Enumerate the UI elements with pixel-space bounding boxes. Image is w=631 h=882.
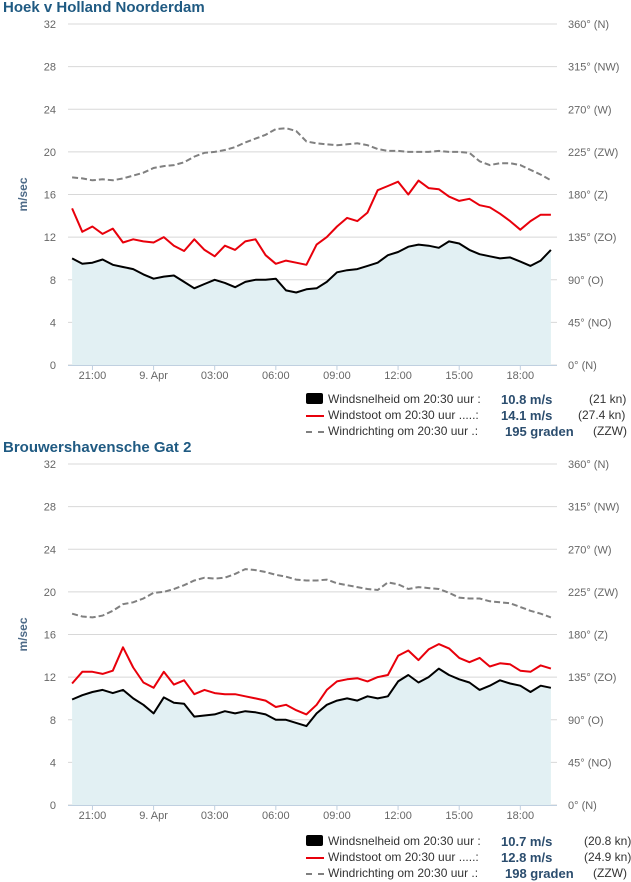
y-tick-label: 20 — [44, 147, 56, 159]
legend-swatch-area — [306, 393, 323, 404]
x-tick-label: 06:00 — [262, 370, 290, 382]
y-axis-title: m/sec — [16, 617, 30, 651]
y2-tick-label: 360° (N) — [568, 459, 609, 471]
x-tick-label: 15:00 — [445, 810, 473, 822]
y-tick-label: 0 — [50, 360, 56, 372]
legend-label: Windrichting om 20:30 uur .: — [328, 866, 479, 880]
y2-tick-label: 225° (ZW) — [568, 147, 618, 159]
chart-panel-brouwershavensche-gat: Brouwershavensche Gat 2 0 4 8 12 16 20 24 28 32 0… — [0, 439, 631, 881]
y2-tick-label: 180° (Z) — [568, 190, 608, 202]
x-tick-label: 15:00 — [445, 370, 473, 382]
legend-label: Windsnelheid om 20:30 uur : — [328, 392, 481, 406]
x-tick-label: 18:00 — [507, 370, 535, 382]
legend-value: 10.8 m/s — [501, 392, 553, 407]
legend-label: Windrichting om 20:30 uur .: — [328, 424, 479, 438]
y-tick-label: 4 — [50, 757, 56, 769]
wind-chart: 0 4 8 12 16 20 24 28 32 0° (N) 45° (NO) 90° (O) 135°… — [16, 459, 619, 822]
legend-knots: (24.9 kn) — [584, 850, 631, 864]
legend-swatch-dashed — [306, 873, 324, 875]
x-tick-label: 03:00 — [201, 810, 229, 822]
y2-tick-label: 90° (O) — [568, 715, 604, 727]
series-area-fill — [72, 241, 551, 365]
y2-tick-label: 225° (ZW) — [568, 587, 618, 599]
x-tick-label: 9. Apr — [139, 810, 168, 822]
legend-swatch-line — [306, 857, 324, 859]
x-tick-label: 12:00 — [384, 810, 412, 822]
y2-tick-label: 270° (W) — [568, 104, 612, 116]
x-tick-label: 09:00 — [323, 370, 351, 382]
y-tick-label: 8 — [50, 275, 56, 287]
y2-tick-label: 0° (N) — [568, 800, 597, 812]
series-line-windstoot — [71, 643, 552, 716]
y-tick-label: 32 — [44, 19, 56, 31]
y-tick-label: 16 — [44, 190, 56, 202]
series-line-windsnelheid — [71, 667, 552, 728]
chart-panel-hoek-v-holland: Hoek v Holland Noorderdam 0 4 8 12 16 20 24 28 3… — [3, 0, 627, 439]
x-tick-label: 21:00 — [79, 810, 107, 822]
legend-value: 12.8 m/s — [501, 850, 553, 865]
y-tick-label: 32 — [44, 459, 56, 471]
x-tick-label: 06:00 — [262, 810, 290, 822]
chart-title: Brouwershavensche Gat 2 — [3, 439, 192, 456]
series-line-windstoot — [71, 179, 551, 266]
legend-value: 198 graden — [505, 866, 574, 881]
y2-tick-label: 315° (NW) — [568, 62, 619, 74]
y2-tick-label: 0° (N) — [568, 360, 597, 372]
y-tick-label: 12 — [44, 232, 56, 244]
y2-tick-label: 315° (NW) — [568, 502, 619, 514]
y-tick-label: 24 — [44, 104, 56, 116]
y2-tick-label: 135° (ZO) — [568, 672, 616, 684]
x-tick-label: 9. Apr — [139, 370, 168, 382]
legend-compass: (ZZW) — [593, 866, 627, 880]
y-tick-label: 20 — [44, 587, 56, 599]
legend-label: Windstoot om 20:30 uur .....: — [328, 850, 479, 864]
chart-title: Hoek v Holland Noorderdam — [3, 0, 205, 16]
y2-tick-label: 45° (NO) — [568, 757, 612, 769]
legend-knots: (27.4 kn) — [578, 408, 626, 422]
legend-swatch-line — [306, 415, 324, 417]
x-tick-label: 18:00 — [507, 810, 535, 822]
y2-tick-label: 90° (O) — [568, 275, 604, 287]
y2-tick-label: 135° (ZO) — [568, 232, 616, 244]
legend-knots: (20.8 kn) — [584, 834, 631, 848]
x-tick-label: 12:00 — [384, 370, 412, 382]
series-line-windrichting — [71, 568, 552, 619]
legend-value: 10.7 m/s — [501, 834, 553, 849]
y2-tick-label: 360° (N) — [568, 19, 609, 31]
legend-label: Windstoot om 20:30 uur .....: — [328, 408, 479, 422]
y2-tick-label: 45° (NO) — [568, 317, 612, 329]
series-line-windrichting — [72, 127, 552, 182]
x-tick-label: 21:00 — [79, 370, 107, 382]
series-area-fill — [72, 668, 551, 805]
legend-compass: (ZZW) — [593, 424, 627, 438]
legend-label: Windsnelheid om 20:30 uur : — [328, 834, 481, 848]
legend-value: 14.1 m/s — [501, 408, 553, 423]
y-tick-label: 4 — [50, 317, 56, 329]
x-tick-label: 03:00 — [201, 370, 229, 382]
y-tick-label: 16 — [44, 630, 56, 642]
wind-chart: 0 4 8 12 16 20 24 28 32 0° (N) 45° (NO) 90° (O) 135°… — [16, 19, 619, 382]
x-tick-label: 09:00 — [323, 810, 351, 822]
y-tick-label: 0 — [50, 800, 56, 812]
y2-tick-label: 270° (W) — [568, 544, 612, 556]
legend-knots: (21 kn) — [589, 392, 627, 406]
legend-value: 195 graden — [505, 424, 574, 439]
y-axis-title: m/sec — [16, 177, 30, 211]
y-tick-label: 28 — [44, 502, 56, 514]
y-tick-label: 24 — [44, 544, 56, 556]
legend-swatch-dashed — [306, 431, 324, 433]
y-tick-label: 28 — [44, 62, 56, 74]
y-tick-label: 8 — [50, 715, 56, 727]
y2-tick-label: 180° (Z) — [568, 630, 608, 642]
series-line-windsnelheid — [71, 240, 552, 294]
y-tick-label: 12 — [44, 672, 56, 684]
legend-swatch-area — [306, 835, 323, 846]
